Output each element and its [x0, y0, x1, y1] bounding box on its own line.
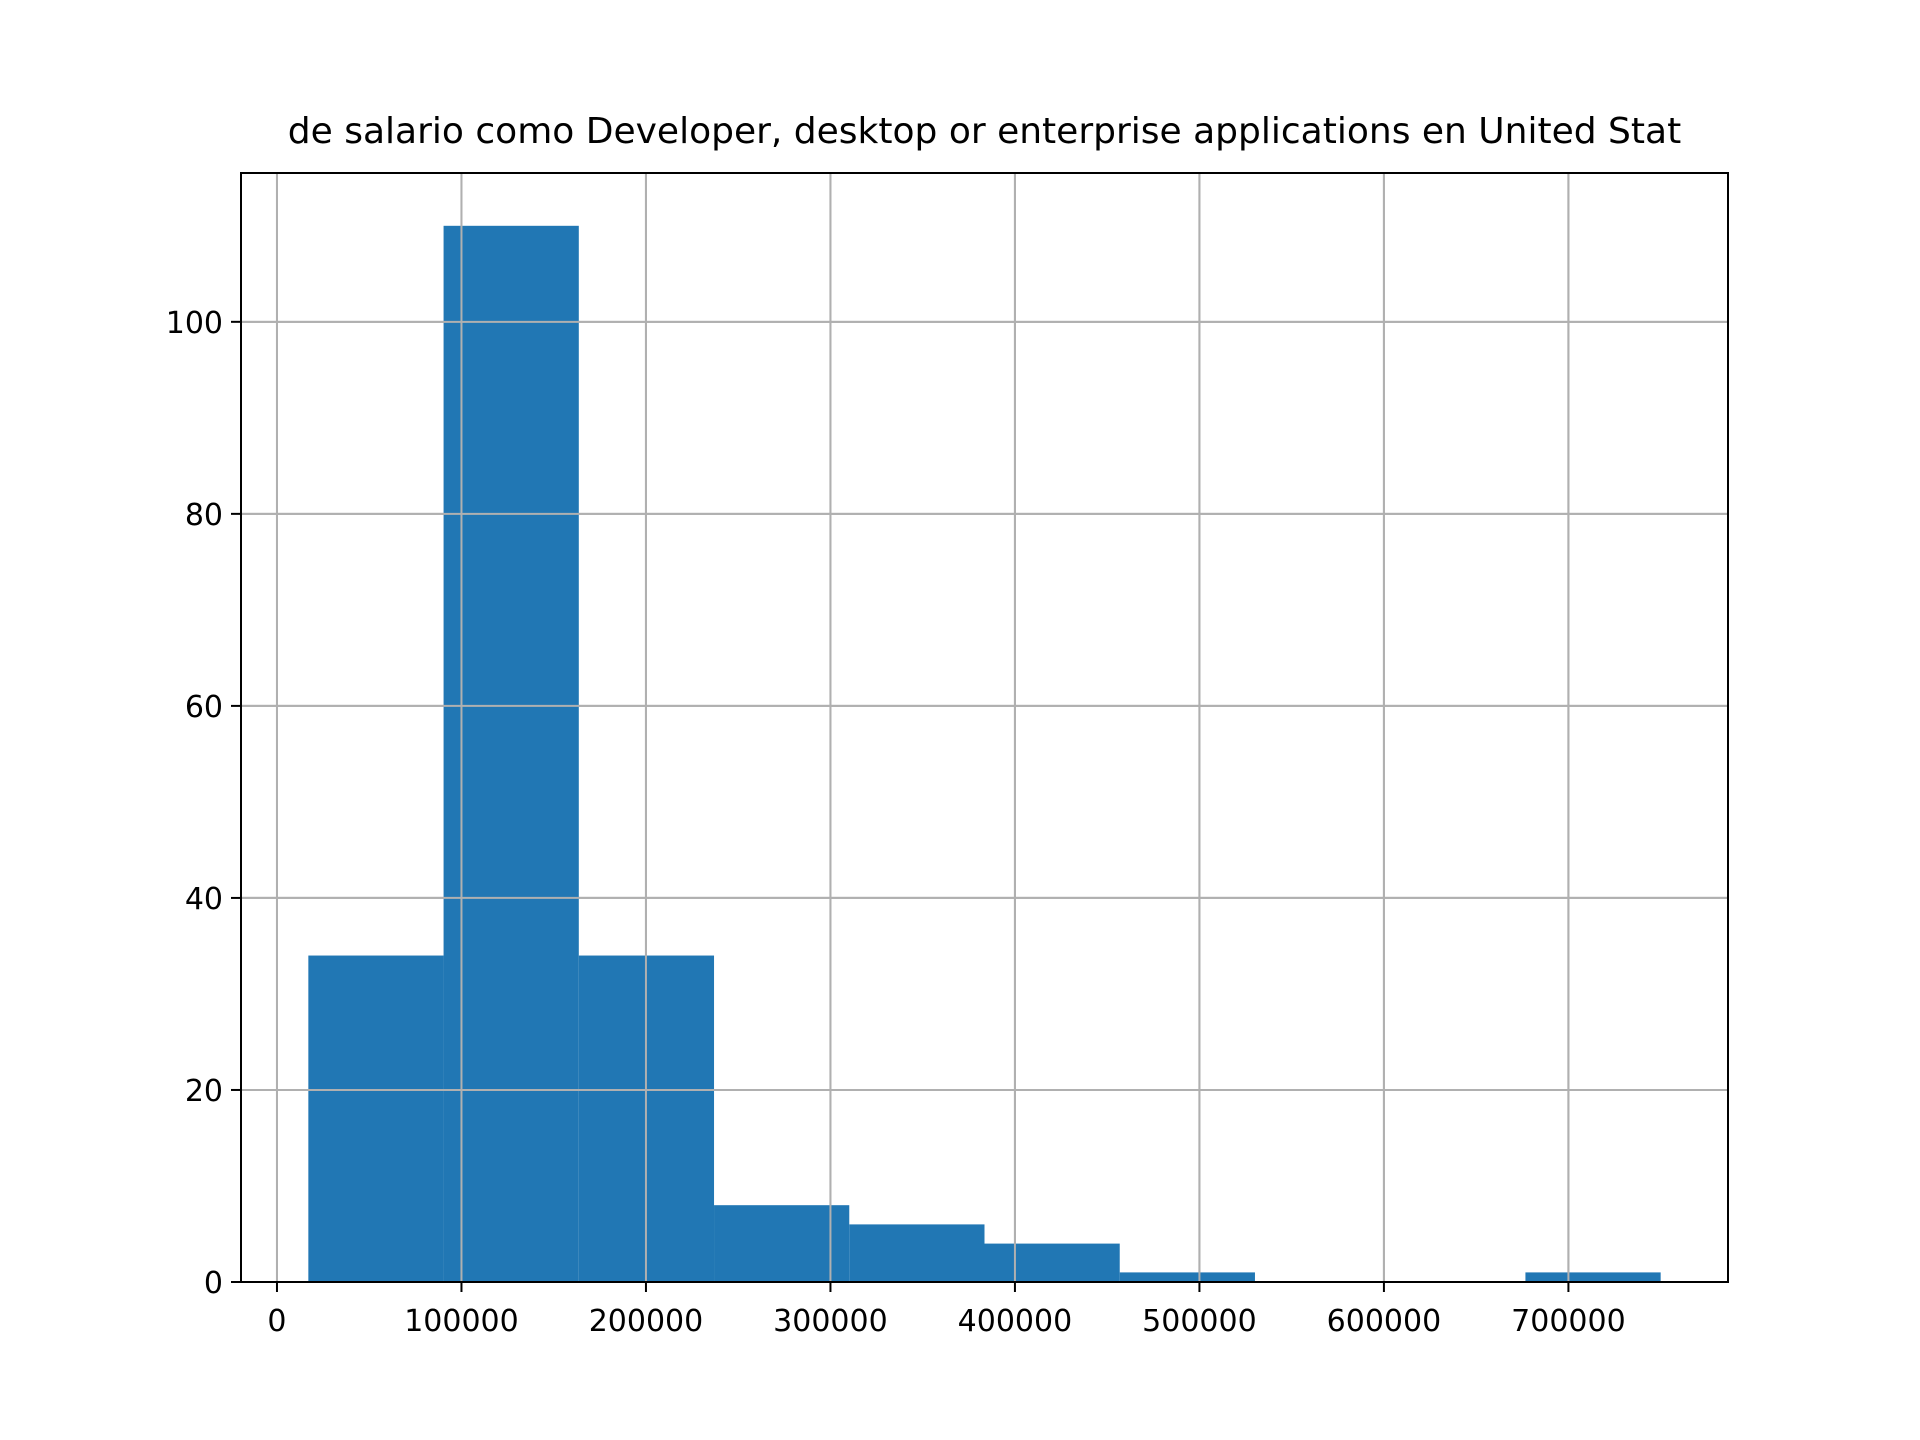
histogram-bar: [1119, 1272, 1255, 1282]
y-tick-label: 100: [166, 306, 223, 341]
y-tick-label: 20: [185, 1074, 223, 1109]
histogram-bar: [984, 1243, 1120, 1282]
histogram-bar: [308, 955, 444, 1282]
histogram-bars: [308, 225, 1661, 1282]
x-tick-label: 400000: [958, 1304, 1073, 1339]
y-axis-ticks: 0 20 40 60 80 100: [166, 306, 241, 1301]
histogram-bar: [443, 225, 579, 1282]
x-tick-label: 500000: [1142, 1304, 1257, 1339]
chart-title: de salario como Developer, desktop or en…: [288, 111, 1681, 152]
x-tick-label: 700000: [1511, 1304, 1626, 1339]
y-tick-label: 80: [185, 498, 223, 533]
histogram-bar: [1525, 1272, 1661, 1282]
x-tick-label: 100000: [404, 1304, 519, 1339]
x-tick-label: 0: [267, 1304, 286, 1339]
histogram-bar: [849, 1224, 985, 1282]
y-tick-label: 60: [185, 690, 223, 725]
x-tick-label: 600000: [1327, 1304, 1442, 1339]
y-tick-label: 0: [204, 1266, 223, 1301]
x-tick-label: 200000: [589, 1304, 704, 1339]
histogram-bar: [714, 1205, 850, 1282]
y-tick-label: 40: [185, 882, 223, 917]
x-axis-ticks: 0 100000 200000 300000 400000 500000 600000 700…: [267, 1282, 1626, 1339]
x-tick-label: 300000: [773, 1304, 888, 1339]
plot-frame: [240, 172, 1729, 1283]
axes-frame: [240, 172, 1729, 1283]
grid-lines-overlay: [241, 173, 1728, 1283]
